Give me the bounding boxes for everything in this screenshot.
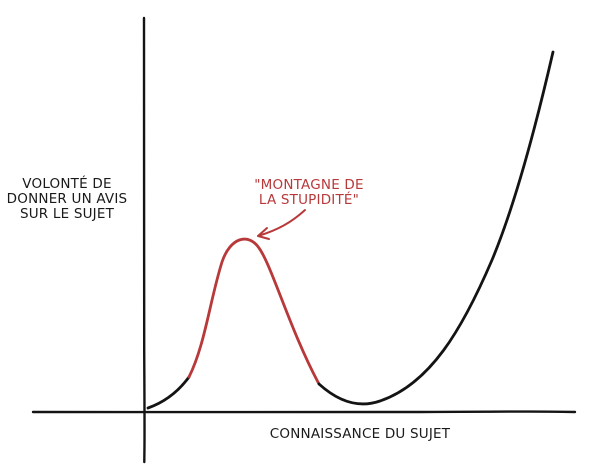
annotation-arrow-head [257, 227, 270, 240]
y-axis [142, 16, 146, 464]
mount-stupid-curve [187, 237, 321, 386]
y-axis-label-line-3: SUR LE SUJET [19, 206, 115, 222]
curve-start-segment [146, 375, 191, 410]
x-axis [31, 410, 577, 414]
y-axis-label: VOLONTÉ DE DONNER UN AVIS SUR LE SUJET [6, 177, 128, 222]
annotation-arrow-shaft [257, 209, 306, 237]
annotation-line-2: LA STUPIDITÉ" [258, 192, 360, 208]
y-axis-label-line-1: VOLONTÉ DE [22, 176, 112, 192]
annotation-line-1: "MONTAGNE DE [254, 177, 364, 193]
y-axis-label-line-2: DONNER UN AVIS [6, 191, 128, 207]
curve-rise-segment [317, 50, 555, 406]
x-axis-label: CONNAISSANCE DU SUJET [269, 426, 451, 442]
mount-stupid-annotation: "MONTAGNE DE LA STUPIDITÉ" [236, 178, 382, 208]
